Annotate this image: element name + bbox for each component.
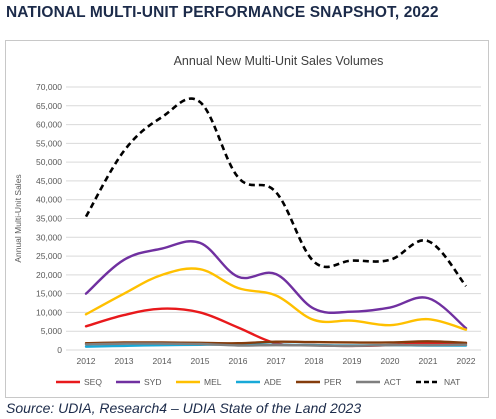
series-line-seq bbox=[84, 307, 468, 348]
x-tick-label: 2020 bbox=[381, 356, 400, 366]
y-tick-label: 0 bbox=[57, 345, 62, 355]
x-tick-label: 2016 bbox=[229, 356, 248, 366]
legend-label-syd: SYD bbox=[144, 377, 161, 387]
y-tick-label: 70,000 bbox=[36, 82, 62, 92]
x-tick-label: 2014 bbox=[153, 356, 172, 366]
y-tick-label: 25,000 bbox=[36, 251, 62, 261]
y-tick-label: 65,000 bbox=[36, 101, 62, 111]
legend-label-act: ACT bbox=[384, 377, 401, 387]
series-line-syd bbox=[84, 240, 468, 330]
y-tick-label: 40,000 bbox=[36, 195, 62, 205]
x-tick-label: 2018 bbox=[305, 356, 324, 366]
y-tick-label: 35,000 bbox=[36, 214, 62, 224]
chart-title: Annual New Multi-Unit Sales Volumes bbox=[174, 54, 384, 68]
series-line-nat bbox=[84, 97, 468, 287]
legend-label-per: PER bbox=[324, 377, 341, 387]
x-tick-label: 2015 bbox=[191, 356, 210, 366]
legend-label-mel: MEL bbox=[204, 377, 222, 387]
line-chart: Annual New Multi-Unit Sales Volumes 0 5,00… bbox=[13, 54, 481, 387]
x-tick-label: 2012 bbox=[77, 356, 96, 366]
legend-label-ade: ADE bbox=[264, 377, 282, 387]
x-tick-label: 2017 bbox=[267, 356, 286, 366]
series-line-act bbox=[84, 342, 468, 348]
y-tick-label: 15,000 bbox=[36, 289, 62, 299]
chart-frame: Annual New Multi-Unit Sales Volumes 0 5,00… bbox=[5, 40, 489, 398]
series-line-mel bbox=[84, 267, 468, 331]
y-tick-label: 30,000 bbox=[36, 232, 62, 242]
x-tick-label: 2021 bbox=[419, 356, 438, 366]
x-tick-label: 2022 bbox=[457, 356, 476, 366]
y-tick-label: 5,000 bbox=[41, 326, 63, 336]
y-tick-label: 45,000 bbox=[36, 176, 62, 186]
y-tick-label: 60,000 bbox=[36, 120, 62, 130]
x-tick-label: 2013 bbox=[115, 356, 134, 366]
y-axis-label: Annual Multi-Unit Sales bbox=[13, 174, 23, 262]
source-note: Source: UDIA, Research4 – UDIA State of … bbox=[6, 400, 362, 416]
y-tick-label: 50,000 bbox=[36, 157, 62, 167]
y-tick-label: 20,000 bbox=[36, 270, 62, 280]
y-tick-label: 55,000 bbox=[36, 138, 62, 148]
page-heading: NATIONAL MULTI-UNIT PERFORMANCE SNAPSHOT… bbox=[6, 4, 439, 21]
legend-label-seq: SEQ bbox=[84, 377, 102, 387]
y-tick-label: 10,000 bbox=[36, 307, 62, 317]
legend-label-nat: NAT bbox=[444, 377, 460, 387]
x-tick-label: 2019 bbox=[343, 356, 362, 366]
